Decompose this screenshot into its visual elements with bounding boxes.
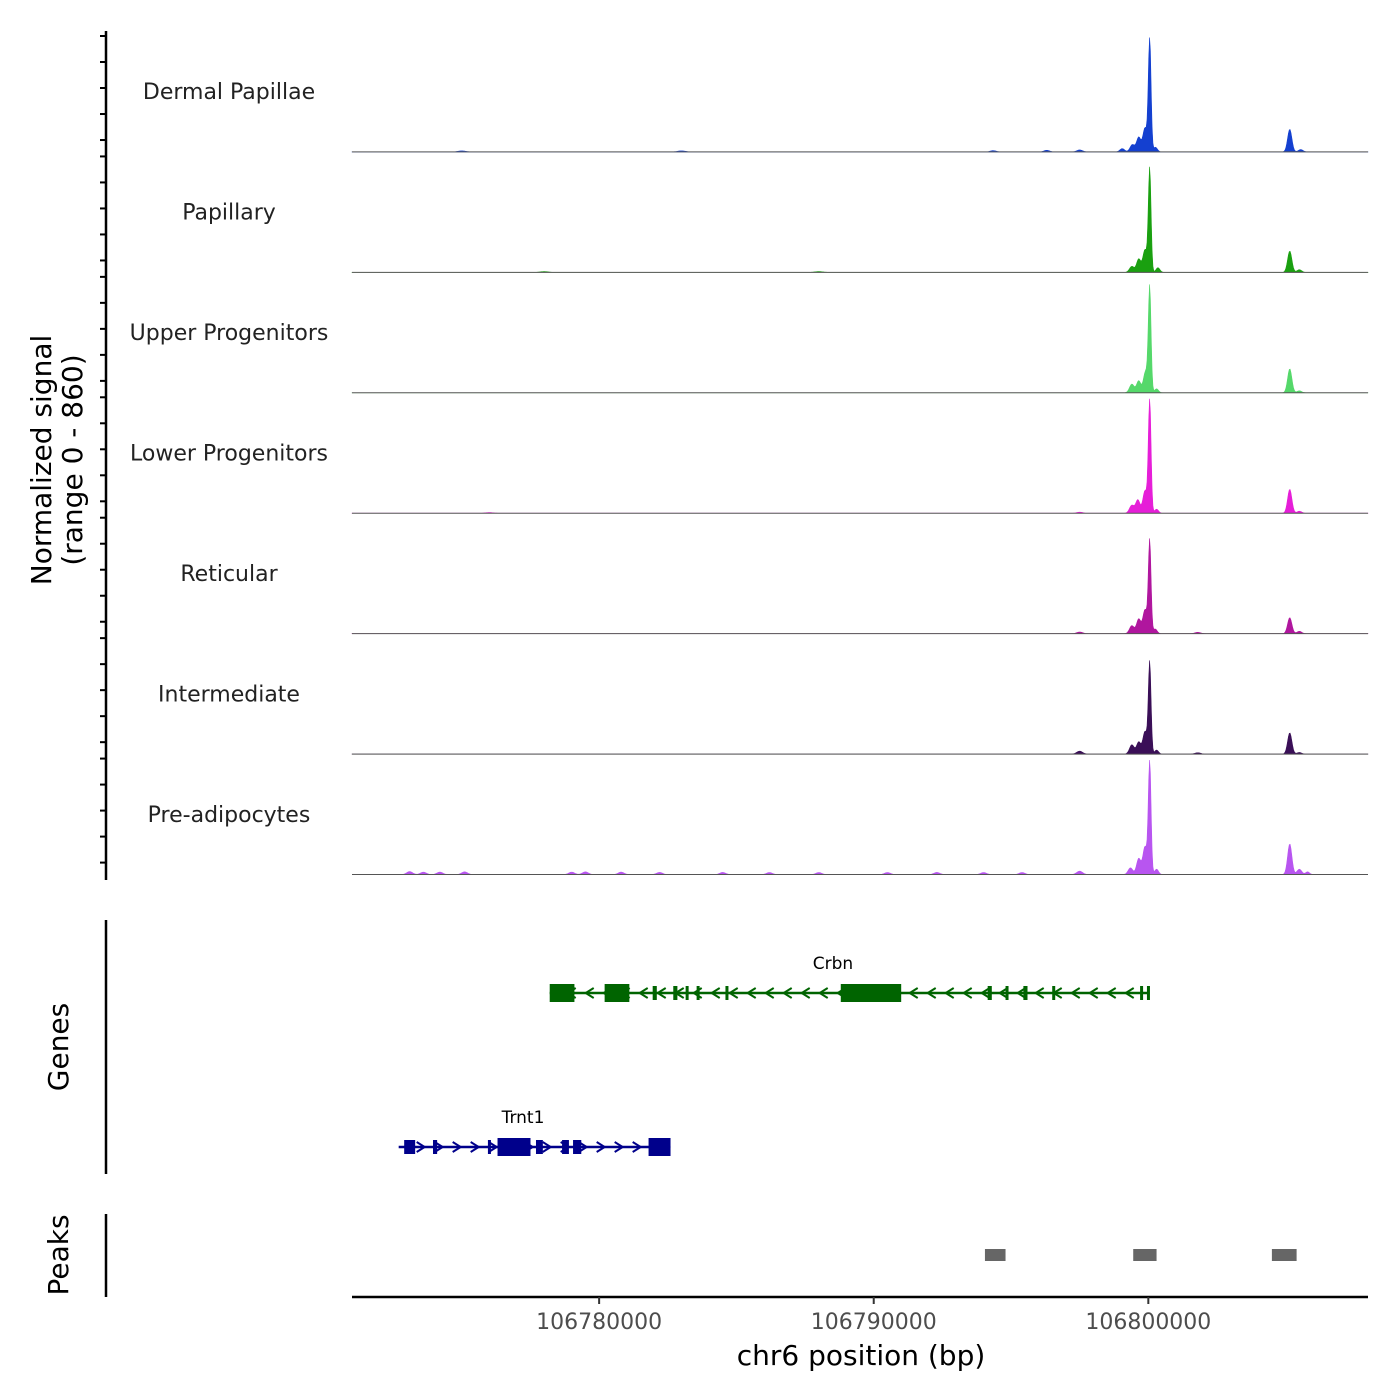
y-axis-title-line1: Normalized signal: [25, 335, 58, 586]
track-papillary: Papillary: [182, 166, 1369, 273]
strand-arrow: [1033, 987, 1045, 999]
gene-exon: [987, 986, 992, 1000]
gene-exon: [535, 1140, 543, 1154]
gene-exon: [840, 984, 902, 1002]
gene-label: Crbn: [813, 954, 853, 974]
signal-area: [351, 166, 1369, 273]
strand-arrow: [1087, 987, 1099, 999]
strand-arrow: [997, 987, 1009, 999]
gene-exon: [1005, 986, 1009, 1000]
gene-exon: [685, 986, 689, 1000]
gene-crbn: Crbn: [549, 954, 1150, 1002]
gene-exon: [1146, 986, 1150, 1000]
gene-exon: [497, 1138, 531, 1156]
track-dermal-papillae: Dermal Papillae: [143, 37, 1369, 153]
signal-area: [351, 37, 1369, 153]
track-label: Lower Progenitors: [130, 442, 328, 467]
gene-exon: [1023, 986, 1028, 1000]
gene-exon: [562, 1140, 569, 1154]
signal-area: [351, 398, 1369, 514]
x-tick-label: 106800000: [1085, 1310, 1211, 1335]
strand-arrow: [655, 987, 667, 999]
gene-exon: [725, 986, 729, 1000]
strand-arrow: [1069, 987, 1081, 999]
strand-arrow: [542, 1141, 553, 1153]
gene-exon: [648, 1138, 671, 1156]
strand-arrow: [434, 1141, 445, 1153]
strand-arrow: [943, 987, 955, 999]
strand-arrow: [745, 987, 757, 999]
strand-arrow: [632, 1141, 643, 1153]
gene-exon: [487, 1140, 491, 1154]
strand-arrow: [637, 987, 649, 999]
strand-arrow: [1105, 987, 1117, 999]
peak-region: [1133, 1249, 1157, 1261]
gene-exon: [604, 984, 630, 1002]
peak-region: [984, 1249, 1006, 1261]
strand-arrow: [781, 987, 793, 999]
x-tick-label: 106790000: [811, 1310, 937, 1335]
track-upper-progenitors: Upper Progenitors: [130, 284, 1369, 394]
gene-exon: [573, 1140, 582, 1154]
coverage-tracks: Dermal Papillae Papillary Upper Progenitor…: [130, 37, 1369, 875]
strand-arrow: [416, 1141, 427, 1153]
signal-area: [351, 660, 1369, 755]
strand-arrow: [1123, 987, 1135, 999]
gene-exon: [696, 986, 700, 1000]
gene-exon: [404, 1140, 416, 1154]
peak-region: [1271, 1249, 1297, 1261]
strand-arrow: [907, 987, 919, 999]
track-label: Intermediate: [158, 682, 300, 707]
strand-arrow: [727, 987, 739, 999]
x-axis-title: chr6 position (bp): [737, 1339, 986, 1372]
signal-area: [352, 760, 1368, 875]
gene-exon: [433, 1140, 438, 1154]
track-reticular: Reticular: [180, 538, 1369, 635]
strand-arrow: [961, 987, 973, 999]
gene-exon: [673, 986, 678, 1000]
axes: 106780000 106790000 106800000: [100, 31, 1368, 1335]
gene-trnt1: Trnt1: [398, 1108, 671, 1156]
strand-arrow: [470, 1141, 481, 1153]
y-axis-title-line2: (range 0 - 860): [56, 354, 89, 565]
strand-arrow: [583, 987, 595, 999]
gene-exon: [1052, 986, 1056, 1000]
strand-arrow: [709, 987, 721, 999]
peaks-panel-title: Peaks: [42, 1214, 75, 1295]
track-label: Dermal Papillae: [143, 80, 315, 105]
gene-label: Trnt1: [501, 1108, 545, 1128]
track-label: Papillary: [182, 201, 276, 226]
track-lower-progenitors: Lower Progenitors: [130, 398, 1369, 514]
signal-area: [351, 284, 1369, 394]
track-label: Pre-adipocytes: [148, 803, 311, 828]
strand-arrow: [614, 1141, 625, 1153]
track-pre-adipocytes: Pre-adipocytes: [148, 760, 1368, 875]
track-intermediate: Intermediate: [158, 660, 1369, 755]
strand-arrow: [578, 1141, 589, 1153]
strand-arrow: [925, 987, 937, 999]
strand-arrow: [1015, 987, 1027, 999]
gene-exon: [549, 984, 575, 1002]
track-label: Upper Progenitors: [130, 321, 329, 346]
peak-annotation-panel: [984, 1249, 1297, 1261]
genes-panel-title: Genes: [42, 1003, 75, 1091]
gene-exon: [652, 986, 657, 1000]
gene-exon: [1140, 986, 1144, 1000]
strand-arrow: [979, 987, 991, 999]
x-tick-label: 106780000: [536, 1310, 662, 1335]
gene-annotation-panel: Crbn Trnt1: [398, 954, 1150, 1156]
signal-area: [351, 538, 1369, 634]
strand-arrow: [596, 1141, 607, 1153]
strand-arrow: [763, 987, 775, 999]
strand-arrow: [488, 1141, 499, 1153]
strand-arrow: [799, 987, 811, 999]
strand-arrow: [452, 1141, 463, 1153]
track-label: Reticular: [180, 562, 278, 587]
strand-arrow: [817, 987, 829, 999]
